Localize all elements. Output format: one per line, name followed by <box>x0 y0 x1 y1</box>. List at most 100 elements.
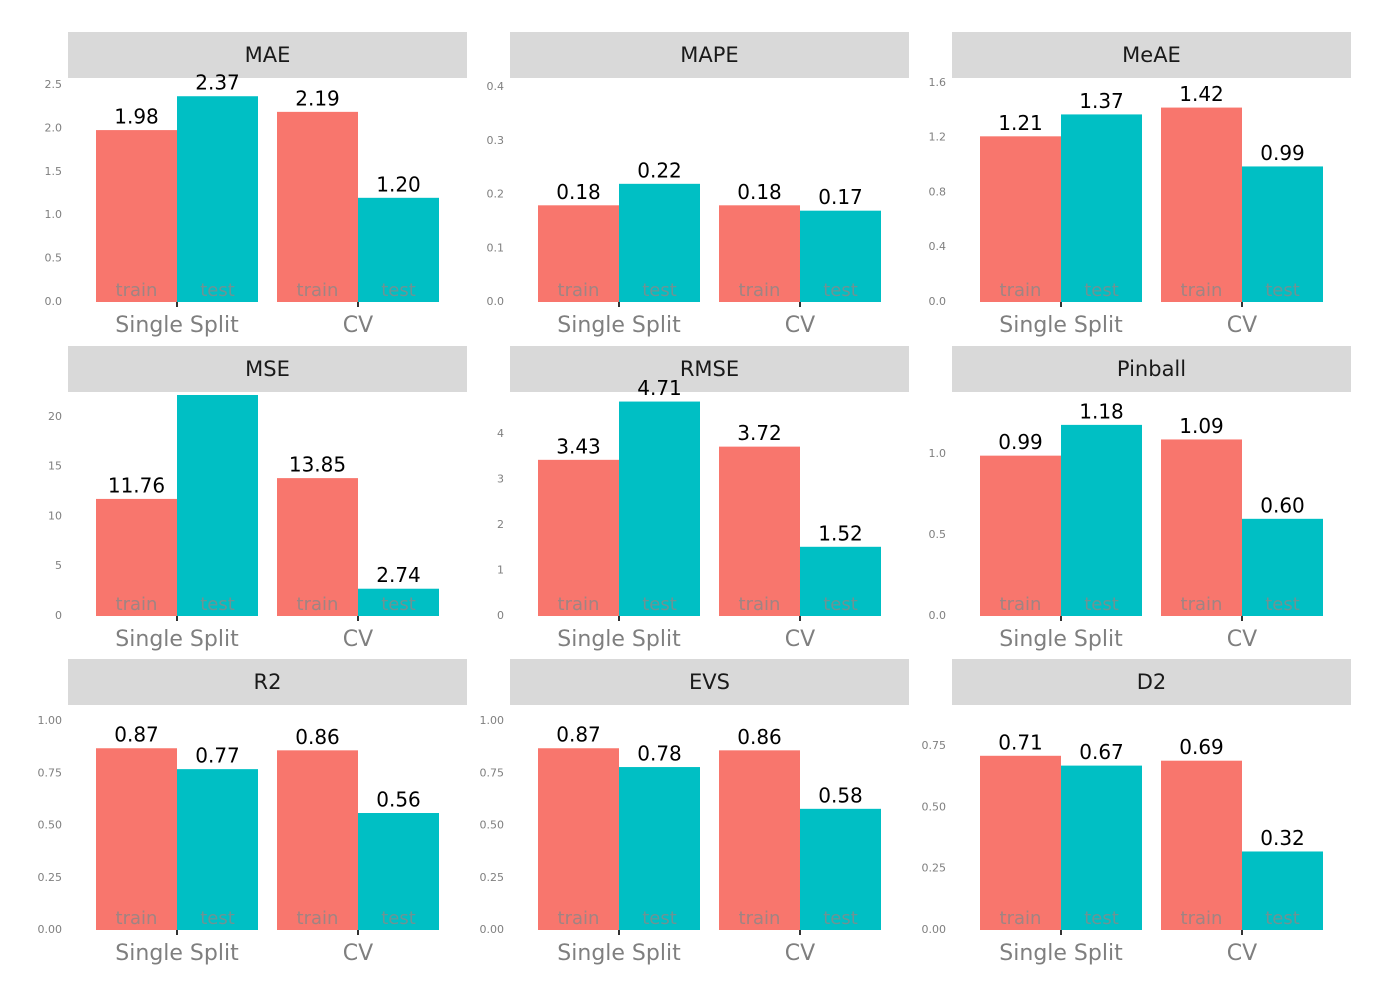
bar-series-label: train <box>297 280 339 301</box>
bar <box>1242 851 1323 930</box>
value-label: 0.99 <box>1260 141 1305 165</box>
x-tick-label: CV <box>1227 941 1257 966</box>
y-tick-label: 2.5 <box>45 78 63 91</box>
x-tick-label: CV <box>343 627 373 652</box>
x-tick-label: CV <box>1227 627 1257 652</box>
y-tick-label: 0.50 <box>480 819 505 832</box>
x-tick-label: Single Split <box>999 313 1123 338</box>
bars: train test train test <box>538 183 881 302</box>
bar <box>277 111 358 302</box>
y-tick-label: 0.00 <box>38 923 63 936</box>
bar-series-label: train <box>558 594 600 615</box>
bar-series-label: train <box>116 908 158 929</box>
y-tick-label: 0.25 <box>480 871 505 884</box>
bars: train test train test <box>96 96 439 302</box>
bar <box>980 755 1061 930</box>
panel-title: MSE <box>245 357 290 381</box>
strip <box>510 346 909 392</box>
bar-series-label: test <box>1265 280 1300 301</box>
bar-series-label: test <box>823 594 858 615</box>
panel-title: Pinball <box>1117 357 1186 381</box>
x-tick-label: CV <box>343 941 373 966</box>
y-tick-label: 0.75 <box>38 766 63 779</box>
bar-series-label: test <box>200 280 235 301</box>
value-label: 0.58 <box>818 783 863 807</box>
bars: train test train test <box>980 107 1323 302</box>
value-label: 13.85 <box>289 453 346 477</box>
value-label: 0.77 <box>195 744 240 768</box>
x-tick-label: Single Split <box>115 941 239 966</box>
y-tick-label: 0.00 <box>480 923 505 936</box>
bar <box>719 750 800 930</box>
y-tick-label: 0.5 <box>929 528 947 541</box>
panel-title: MeAE <box>1122 43 1181 67</box>
value-label: 0.69 <box>1179 735 1224 759</box>
x-tick-label: CV <box>785 313 815 338</box>
value-label: 0.22 <box>637 158 682 182</box>
bar-series-label: test <box>642 280 677 301</box>
y-tick-label: 0.25 <box>38 871 63 884</box>
bar <box>719 205 800 302</box>
value-label: 0.60 <box>1260 493 1305 517</box>
y-tick-label: 2.0 <box>45 121 63 134</box>
strip <box>510 659 909 705</box>
bar-series-label: train <box>739 594 781 615</box>
strip <box>952 659 1351 705</box>
bar <box>980 136 1061 302</box>
y-tick-label: 0.75 <box>922 739 947 752</box>
bar-series-label: train <box>739 908 781 929</box>
value-label: 0.99 <box>998 430 1043 454</box>
panel-title: MAE <box>245 43 291 67</box>
bar-series-label: test <box>642 908 677 929</box>
bar <box>719 446 800 616</box>
strip <box>68 659 467 705</box>
bar-series-label: test <box>381 280 416 301</box>
y-tick-label: 1.0 <box>45 208 63 221</box>
bar-series-label: test <box>381 908 416 929</box>
y-tick-label: 0.0 <box>487 295 505 308</box>
bar-series-label: train <box>116 280 158 301</box>
bar <box>96 498 177 616</box>
bar <box>1242 166 1323 302</box>
y-tick-label: 2 <box>497 518 504 531</box>
value-label: 0.87 <box>114 723 159 747</box>
x-tick-label: Single Split <box>115 313 239 338</box>
x-tick-label: CV <box>785 941 815 966</box>
bar <box>1161 760 1242 930</box>
y-tick-label: 0.3 <box>487 134 505 147</box>
value-label: 0.17 <box>818 185 863 209</box>
y-tick-label: 1.6 <box>929 76 947 89</box>
value-label: 11.76 <box>108 473 165 497</box>
strip <box>68 32 467 78</box>
bar-series-label: test <box>1084 280 1119 301</box>
bars: train test train test <box>538 748 881 930</box>
y-tick-label: 1.2 <box>929 131 947 144</box>
y-tick-label: 1.00 <box>38 714 63 727</box>
bar-series-label: train <box>297 594 339 615</box>
value-label: 1.37 <box>1079 89 1124 113</box>
y-tick-label: 0.0 <box>929 609 947 622</box>
value-label: 2.74 <box>376 563 421 587</box>
bar <box>1061 765 1142 930</box>
bar-series-label: train <box>1181 280 1223 301</box>
value-label: 3.72 <box>737 421 782 445</box>
y-tick-label: 20 <box>48 410 62 423</box>
value-label: 0.56 <box>376 788 421 812</box>
panel-title: EVS <box>689 670 730 694</box>
x-tick-label: Single Split <box>999 627 1123 652</box>
value-label: 1.20 <box>376 172 421 196</box>
bar <box>358 197 439 302</box>
bar <box>1161 439 1242 616</box>
bar <box>96 748 177 930</box>
value-label: 0.71 <box>998 730 1043 754</box>
y-tick-label: 4 <box>497 427 504 440</box>
x-tick-label: Single Split <box>999 941 1123 966</box>
y-tick-label: 0.8 <box>929 185 947 198</box>
bar-series-label: train <box>1181 908 1223 929</box>
value-label: 0.86 <box>737 725 782 749</box>
bars: train test train test <box>980 424 1323 616</box>
bar <box>980 455 1061 616</box>
value-label: 0.67 <box>1079 740 1124 764</box>
bar-series-label: train <box>1000 280 1042 301</box>
